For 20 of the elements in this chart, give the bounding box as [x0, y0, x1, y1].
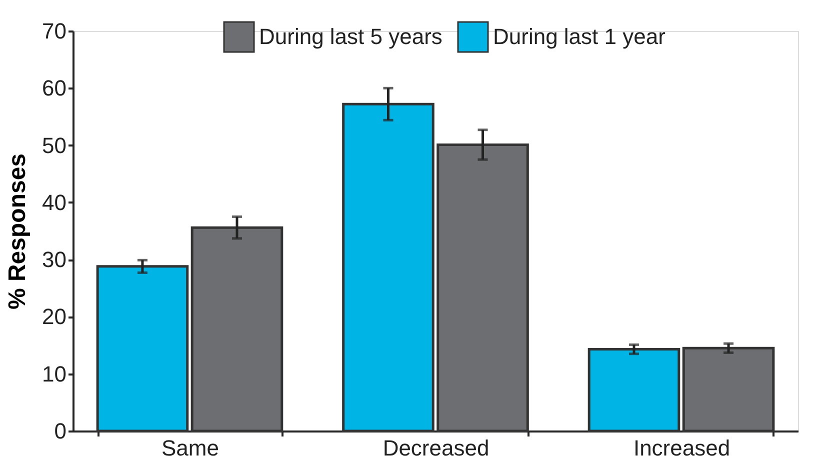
- bar: [190, 226, 284, 432]
- x-tick-label: Same: [161, 436, 219, 460]
- y-axis-title: % Responses: [4, 153, 32, 310]
- bar: [96, 265, 189, 432]
- y-tick-label: 40: [42, 190, 66, 215]
- bar: [436, 143, 529, 432]
- y-tick-label: 30: [42, 247, 66, 272]
- legend-label: During last 1 year: [493, 24, 666, 49]
- bar: [682, 346, 775, 432]
- legend-label: During last 5 years: [259, 24, 442, 49]
- y-tick-label: 50: [42, 132, 66, 158]
- y-tick-label: 20: [42, 304, 66, 330]
- y-tick-label: 10: [42, 361, 66, 386]
- x-tick-label: Decreased: [382, 436, 490, 460]
- bar: [342, 102, 434, 432]
- x-tick-label: Increased: [633, 436, 730, 460]
- bar: [588, 348, 680, 432]
- y-tick-label: 60: [42, 76, 66, 101]
- y-tick-label: 0: [54, 418, 66, 444]
- y-tick-label: 70: [42, 18, 66, 44]
